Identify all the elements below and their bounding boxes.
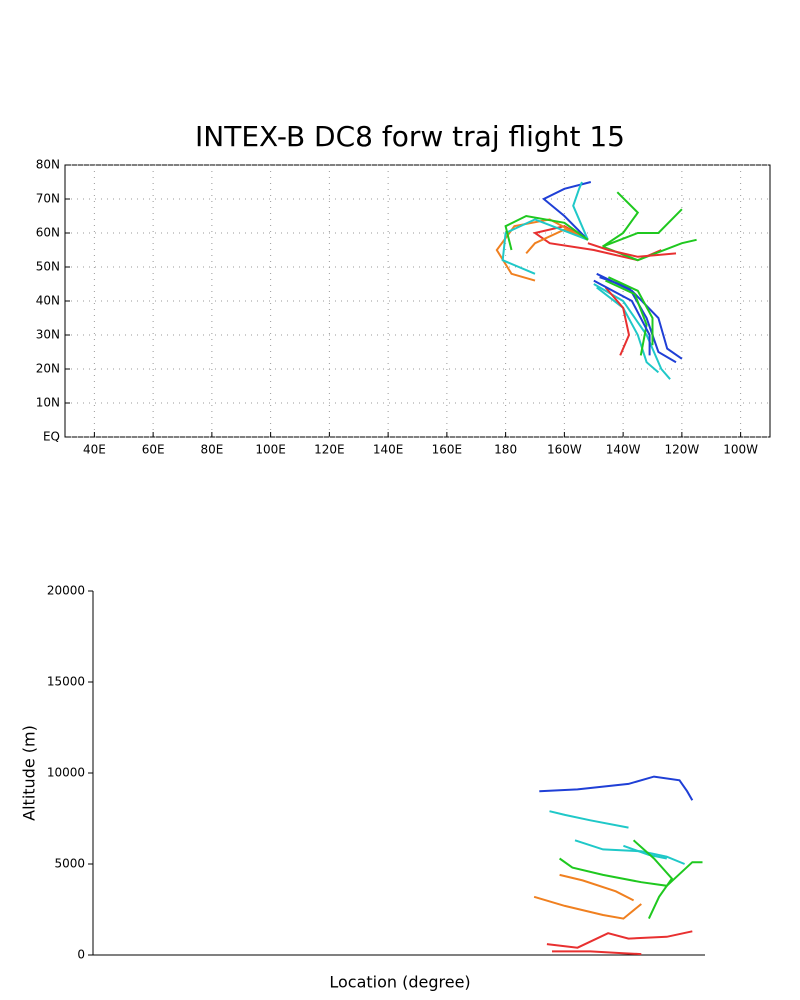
trajectory bbox=[532, 225, 662, 262]
plot-frame bbox=[64, 164, 771, 438]
y-tick-label: 60N bbox=[36, 226, 60, 240]
x-tick-label: 40E bbox=[83, 443, 106, 457]
y-tick-label: 40N bbox=[36, 294, 60, 308]
y-tick-label: 0 bbox=[77, 948, 85, 962]
trajectory bbox=[541, 181, 592, 241]
y-tick-label: 30N bbox=[36, 328, 60, 342]
x-tick-label: 80E bbox=[200, 443, 223, 457]
y-tick-label: 10000 bbox=[47, 766, 85, 780]
y-tick-label: 50N bbox=[36, 260, 60, 274]
x-tick-label: 100E bbox=[255, 443, 286, 457]
trajectory bbox=[574, 839, 685, 865]
y-tick-label: 15000 bbox=[47, 675, 85, 689]
trajectory bbox=[602, 191, 640, 248]
trajectory bbox=[572, 181, 589, 241]
x-tick-label: 120W bbox=[664, 443, 699, 457]
trajectory bbox=[539, 775, 694, 801]
trajectory bbox=[501, 218, 589, 275]
x-tick-label: 140E bbox=[373, 443, 404, 457]
trajectory bbox=[549, 810, 629, 829]
x-tick-label: 100W bbox=[723, 443, 758, 457]
x-axis-label: Location (degree) bbox=[329, 973, 470, 992]
trajectory bbox=[602, 208, 683, 248]
y-tick-label: 10N bbox=[36, 396, 60, 410]
chart-title: INTEX-B DC8 forw traj flight 15 bbox=[195, 120, 625, 153]
y-tick-label: EQ bbox=[43, 430, 60, 444]
trajectory bbox=[605, 279, 648, 356]
y-axis-label: Altitude (m) bbox=[20, 725, 39, 821]
x-tick-label: 120E bbox=[314, 443, 345, 457]
trajectory bbox=[495, 218, 589, 282]
y-tick-label: 20000 bbox=[47, 584, 85, 598]
trajectory bbox=[559, 857, 703, 887]
x-tick-label: 160W bbox=[547, 443, 582, 457]
trajectory bbox=[587, 242, 677, 258]
x-tick-label: 160E bbox=[432, 443, 463, 457]
trajectory bbox=[559, 873, 635, 902]
x-tick-label: 180 bbox=[494, 443, 517, 457]
trajectory bbox=[596, 286, 660, 374]
trajectory bbox=[604, 286, 631, 356]
trajectory bbox=[599, 276, 677, 364]
trajectory bbox=[593, 279, 651, 356]
trajectory bbox=[632, 839, 674, 920]
trajectory bbox=[546, 930, 693, 949]
trajectory bbox=[504, 214, 589, 251]
y-tick-label: 80N bbox=[36, 158, 60, 172]
trajectory bbox=[593, 283, 671, 380]
trajectory bbox=[602, 238, 697, 262]
y-tick-label: 70N bbox=[36, 192, 60, 206]
trajectory bbox=[533, 895, 642, 920]
x-tick-label: 140W bbox=[606, 443, 641, 457]
y-tick-label: 20N bbox=[36, 362, 60, 376]
y-tick-label: 5000 bbox=[54, 857, 85, 871]
x-tick-label: 60E bbox=[142, 443, 165, 457]
trajectory bbox=[607, 276, 654, 346]
trajectory bbox=[552, 950, 642, 956]
